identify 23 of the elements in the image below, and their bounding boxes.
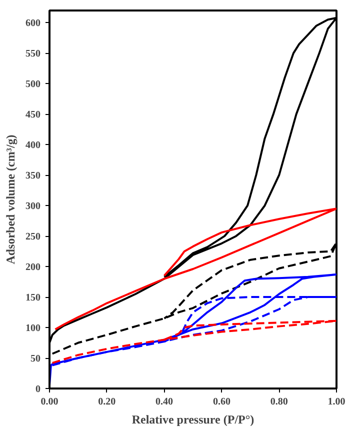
line-series bbox=[54, 208, 336, 330]
x-tick-label: 0.00 bbox=[40, 396, 58, 408]
y-tick-label: 550 bbox=[26, 48, 40, 60]
y-tick-label: 250 bbox=[26, 232, 40, 243]
y-tick-label: 350 bbox=[26, 170, 40, 182]
y-tick-label: 600 bbox=[26, 18, 40, 30]
x-tick-label: 1.00 bbox=[328, 396, 346, 408]
y-tick-label: 150 bbox=[26, 292, 40, 304]
y-tick-label: 50 bbox=[30, 354, 40, 365]
y-tick-label: 100 bbox=[26, 323, 40, 334]
x-axis-title: Relative pressure (P/P°) bbox=[132, 412, 254, 426]
y-tick-label: 0 bbox=[36, 384, 40, 395]
x-tick-label: 0.80 bbox=[270, 396, 288, 408]
y-tick-label: 300 bbox=[26, 201, 40, 212]
line-series bbox=[51, 320, 336, 364]
y-tick-label: 200 bbox=[26, 262, 40, 274]
y-axis-title: Adsorbed volume (cm³/g) bbox=[4, 134, 18, 264]
x-tick-label: 0.20 bbox=[98, 396, 116, 408]
y-tick-label: 500 bbox=[26, 79, 40, 90]
y-tick-label: 450 bbox=[26, 110, 40, 121]
x-tick-label: 0.40 bbox=[156, 396, 174, 408]
x-tick-label: 0.60 bbox=[212, 396, 230, 408]
y-tick-label: 400 bbox=[26, 140, 40, 152]
